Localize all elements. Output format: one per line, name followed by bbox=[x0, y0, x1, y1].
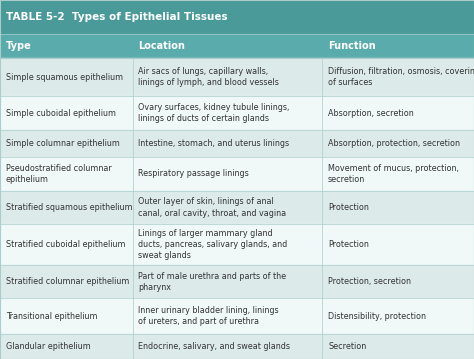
Bar bbox=[0, 298, 474, 334]
Text: TABLE 5-2  Types of Epithelial Tissues: TABLE 5-2 Types of Epithelial Tissues bbox=[6, 12, 228, 22]
Text: Ovary surfaces, kidney tubule linings,
linings of ducts of certain glands: Ovary surfaces, kidney tubule linings, l… bbox=[138, 103, 290, 123]
Text: Simple cuboidal epithelium: Simple cuboidal epithelium bbox=[6, 109, 116, 118]
Bar bbox=[0, 265, 474, 298]
Text: Distensibility, protection: Distensibility, protection bbox=[328, 312, 426, 321]
Text: Function: Function bbox=[328, 41, 375, 51]
Text: Secretion: Secretion bbox=[328, 342, 366, 351]
Text: Absorption, secretion: Absorption, secretion bbox=[328, 109, 414, 118]
Bar bbox=[0, 97, 474, 130]
Text: Pseudostratified columnar
epithelium: Pseudostratified columnar epithelium bbox=[6, 164, 111, 184]
Text: Diffusion, filtration, osmosis, covering
of surfaces: Diffusion, filtration, osmosis, covering… bbox=[328, 67, 474, 88]
Text: Outer layer of skin, linings of anal
canal, oral cavity, throat, and vagina: Outer layer of skin, linings of anal can… bbox=[138, 197, 286, 218]
Text: Transitional epithelium: Transitional epithelium bbox=[6, 312, 97, 321]
Text: Protection: Protection bbox=[328, 240, 369, 249]
Text: Inner urinary bladder lining, linings
of ureters, and part of urethra: Inner urinary bladder lining, linings of… bbox=[138, 306, 279, 326]
Bar bbox=[0, 58, 474, 97]
Bar bbox=[0, 157, 474, 191]
Bar bbox=[0, 130, 474, 157]
Text: Stratified squamous epithelium: Stratified squamous epithelium bbox=[6, 203, 132, 212]
Text: Intestine, stomach, and uterus linings: Intestine, stomach, and uterus linings bbox=[138, 139, 290, 148]
Text: Absorption, protection, secretion: Absorption, protection, secretion bbox=[328, 139, 460, 148]
Text: Protection, secretion: Protection, secretion bbox=[328, 277, 411, 286]
Text: Stratified columnar epithelium: Stratified columnar epithelium bbox=[6, 277, 129, 286]
Text: Stratified cuboidal epithelium: Stratified cuboidal epithelium bbox=[6, 240, 125, 249]
Text: Air sacs of lungs, capillary walls,
linings of lymph, and blood vessels: Air sacs of lungs, capillary walls, lini… bbox=[138, 67, 279, 88]
Text: Glandular epithelium: Glandular epithelium bbox=[6, 342, 91, 351]
Bar bbox=[0, 34, 474, 58]
Bar bbox=[0, 334, 474, 359]
Text: Simple columnar epithelium: Simple columnar epithelium bbox=[6, 139, 119, 148]
Bar bbox=[0, 191, 474, 224]
Text: Simple squamous epithelium: Simple squamous epithelium bbox=[6, 73, 123, 82]
Text: Respiratory passage linings: Respiratory passage linings bbox=[138, 169, 249, 178]
Bar bbox=[0, 0, 474, 34]
Text: Linings of larger mammary gland
ducts, pancreas, salivary glands, and
sweat glan: Linings of larger mammary gland ducts, p… bbox=[138, 229, 288, 260]
Text: Location: Location bbox=[138, 41, 185, 51]
Text: Movement of mucus, protection,
secretion: Movement of mucus, protection, secretion bbox=[328, 164, 459, 184]
Bar bbox=[0, 224, 474, 265]
Text: Protection: Protection bbox=[328, 203, 369, 212]
Text: Endocrine, salivary, and sweat glands: Endocrine, salivary, and sweat glands bbox=[138, 342, 291, 351]
Text: Type: Type bbox=[6, 41, 31, 51]
Text: Part of male urethra and parts of the
pharynx: Part of male urethra and parts of the ph… bbox=[138, 271, 286, 292]
